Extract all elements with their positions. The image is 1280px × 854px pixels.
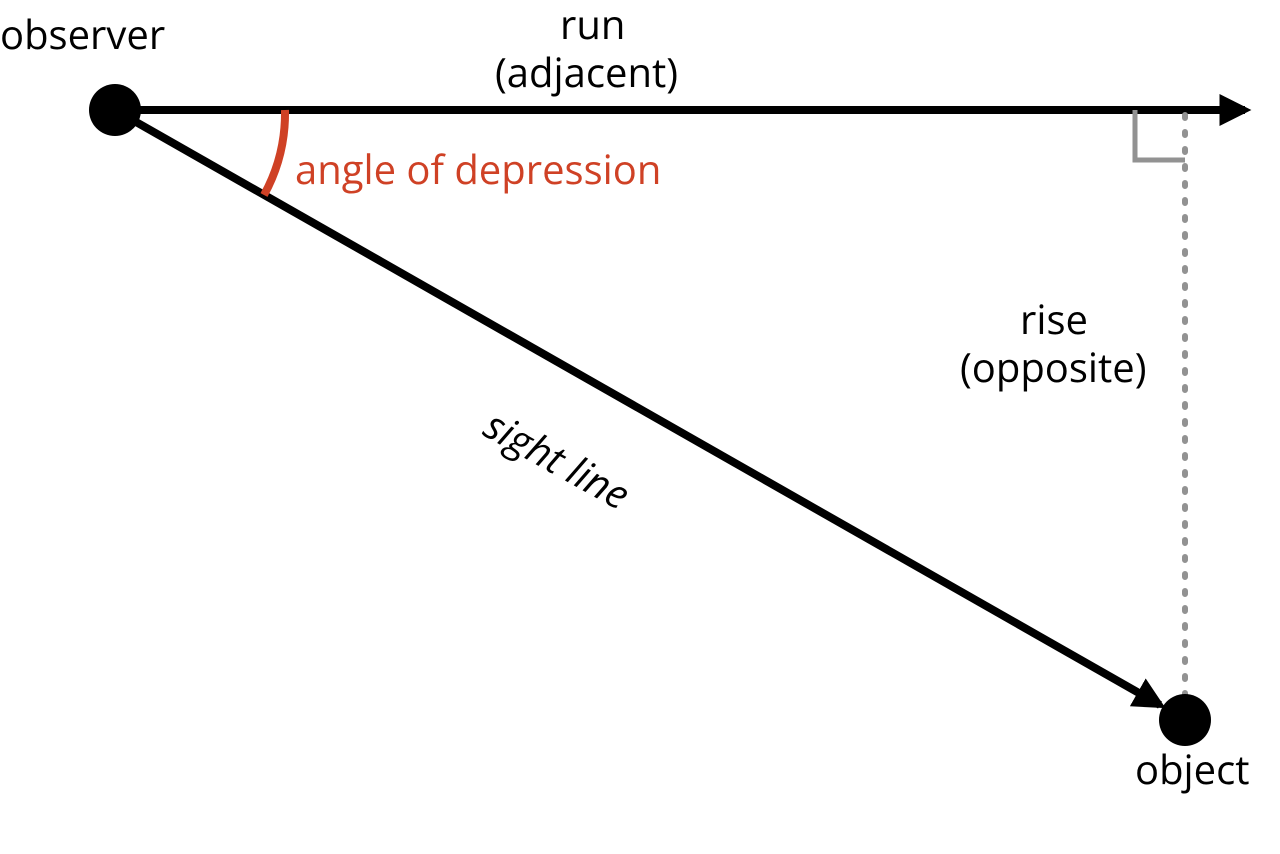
object-point — [1159, 694, 1211, 746]
rise-label-line1: rise — [1020, 295, 1088, 343]
run-label-line1: run — [560, 0, 625, 48]
rise-label-line2: (opposite) — [960, 343, 1147, 391]
object-label: object — [1135, 745, 1250, 793]
angle-label: angle of depression — [295, 145, 661, 193]
sight-line — [115, 110, 1160, 705]
right-angle-marker — [1135, 110, 1185, 160]
diagram-canvas — [0, 0, 1280, 854]
observer-label: observer — [0, 10, 165, 58]
angle-arc — [264, 110, 285, 195]
run-label-line2: (adjacent) — [495, 48, 678, 96]
observer-point — [89, 84, 141, 136]
